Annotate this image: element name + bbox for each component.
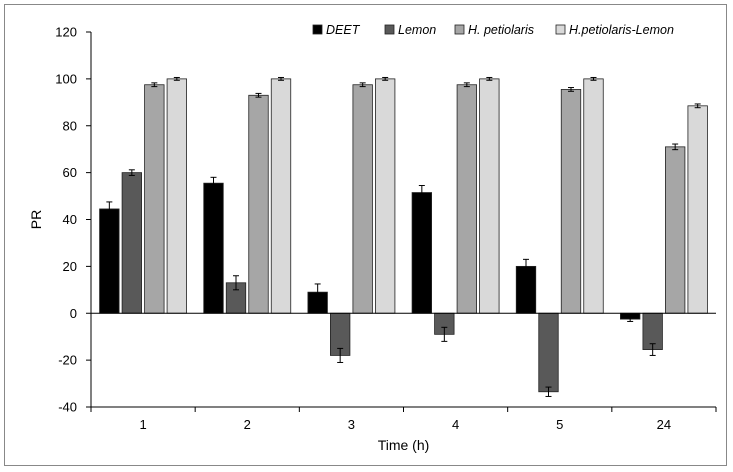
x-tick-label: 5 <box>556 417 563 432</box>
legend-swatch <box>454 24 465 35</box>
bar <box>456 84 477 314</box>
y-tick-label: 20 <box>63 259 77 274</box>
bar <box>121 172 142 314</box>
bar <box>411 192 432 314</box>
y-tick-label: 80 <box>63 118 77 133</box>
bar <box>99 208 120 314</box>
chart-legend: DEET Lemon H. petiolaris H.petiolaris-Lemon <box>312 23 674 37</box>
x-tick-label: 4 <box>452 417 459 432</box>
bar <box>560 89 582 314</box>
legend-swatch <box>555 24 566 35</box>
x-tick-label: 2 <box>244 417 251 432</box>
bar <box>538 312 559 393</box>
plot-area <box>91 76 716 397</box>
legend-label: Lemon <box>398 23 436 37</box>
bar <box>687 105 708 314</box>
y-tick-label: 0 <box>70 306 77 321</box>
legend-swatch <box>312 24 323 35</box>
x-tick-label: 1 <box>139 417 146 432</box>
y-axis: -40 -20 0 20 40 60 80 100 120 <box>55 25 92 415</box>
bar <box>583 78 604 314</box>
y-axis-title: PR <box>28 210 44 229</box>
y-tick-label: 120 <box>55 25 77 40</box>
legend-label: H.petiolaris-Lemon <box>569 23 674 37</box>
bar <box>166 78 187 314</box>
legend-label: H. petiolaris <box>468 23 534 37</box>
bar <box>665 146 686 314</box>
x-tick-label: 24 <box>657 417 671 432</box>
x-axis: 1 2 3 4 5 24 <box>90 406 717 432</box>
y-tick-label: 60 <box>63 165 77 180</box>
x-axis-title: Time (h) <box>378 437 430 453</box>
y-tick-label: 100 <box>55 71 77 86</box>
bar <box>144 84 165 314</box>
bar <box>270 78 292 314</box>
x-tick-label: 3 <box>348 417 355 432</box>
legend-label: DEET <box>326 23 361 37</box>
bar <box>375 78 396 314</box>
y-tick-label: -40 <box>58 400 77 415</box>
bar <box>248 94 269 314</box>
bar <box>352 84 373 314</box>
bar <box>203 182 224 314</box>
y-tick-label: 40 <box>63 212 77 227</box>
y-tick-label: -20 <box>58 353 77 368</box>
legend-swatch <box>384 24 395 35</box>
bar <box>479 78 500 314</box>
